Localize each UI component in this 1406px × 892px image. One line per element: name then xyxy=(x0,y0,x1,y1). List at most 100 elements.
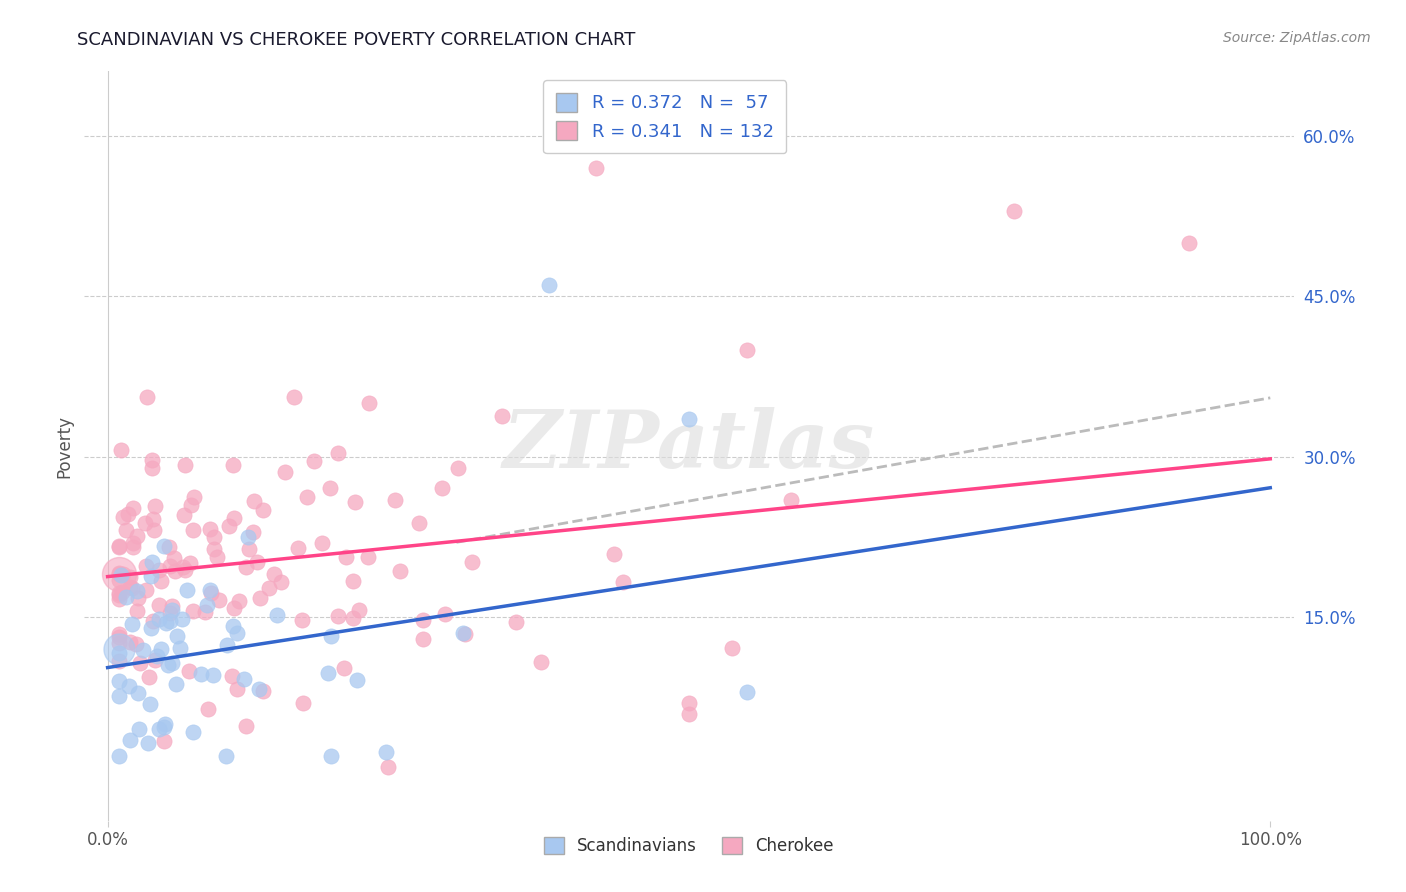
Point xyxy=(110,568,132,582)
Point xyxy=(1178,235,1201,250)
Point xyxy=(136,390,159,404)
Point xyxy=(160,657,183,671)
Point xyxy=(163,564,186,578)
Point xyxy=(205,549,228,564)
Point xyxy=(433,607,456,622)
Point xyxy=(326,446,349,460)
Point xyxy=(142,523,165,537)
Point xyxy=(122,535,145,549)
Point xyxy=(159,614,181,628)
Point xyxy=(159,559,181,574)
Point xyxy=(321,629,343,643)
Point xyxy=(202,542,225,557)
Point xyxy=(246,555,269,569)
Point xyxy=(603,547,626,561)
Point xyxy=(197,702,219,716)
Point xyxy=(780,493,803,508)
Point xyxy=(678,412,700,426)
Point xyxy=(172,559,194,574)
Point xyxy=(319,481,342,495)
Point xyxy=(125,583,148,598)
Point xyxy=(217,638,239,652)
Point xyxy=(110,443,132,458)
Point xyxy=(118,570,141,584)
Point xyxy=(678,706,700,721)
Point xyxy=(377,760,399,774)
Point xyxy=(238,541,260,556)
Point xyxy=(200,522,222,536)
Point xyxy=(108,646,131,660)
Point xyxy=(222,619,245,633)
Point xyxy=(108,654,131,668)
Point xyxy=(124,637,146,651)
Point xyxy=(143,499,166,513)
Point xyxy=(112,567,135,582)
Point xyxy=(735,343,758,357)
Point xyxy=(252,502,274,516)
Point xyxy=(108,567,131,582)
Point xyxy=(263,567,285,582)
Point xyxy=(117,508,139,522)
Point xyxy=(342,611,364,625)
Point xyxy=(274,465,297,479)
Point xyxy=(108,567,131,582)
Point xyxy=(222,458,245,472)
Point xyxy=(114,523,136,537)
Point xyxy=(139,698,162,712)
Point xyxy=(204,530,226,544)
Point xyxy=(735,685,758,699)
Point xyxy=(375,745,398,759)
Point xyxy=(128,722,150,736)
Point xyxy=(388,564,411,578)
Point xyxy=(155,615,177,630)
Point xyxy=(108,636,131,650)
Legend: Scandinavians, Cherokee: Scandinavians, Cherokee xyxy=(534,827,844,864)
Point xyxy=(131,643,153,657)
Y-axis label: Poverty: Poverty xyxy=(55,415,73,477)
Point xyxy=(177,664,200,678)
Point xyxy=(108,586,131,600)
Point xyxy=(461,554,484,568)
Point xyxy=(200,583,222,598)
Point xyxy=(612,575,634,590)
Point xyxy=(222,511,245,525)
Point xyxy=(146,649,169,664)
Point xyxy=(585,161,607,175)
Point xyxy=(292,696,315,710)
Point xyxy=(202,667,225,681)
Point xyxy=(141,453,163,467)
Point xyxy=(181,725,204,739)
Point xyxy=(222,601,245,615)
Point xyxy=(108,588,131,602)
Point xyxy=(118,733,141,747)
Point xyxy=(225,682,247,697)
Point xyxy=(194,605,217,619)
Point xyxy=(118,580,141,594)
Point xyxy=(136,736,159,750)
Point xyxy=(169,641,191,656)
Point xyxy=(121,581,143,595)
Point xyxy=(190,666,212,681)
Point xyxy=(412,613,434,627)
Point xyxy=(384,492,406,507)
Point xyxy=(148,722,170,736)
Point xyxy=(148,563,170,577)
Point xyxy=(319,749,342,764)
Point xyxy=(297,490,319,504)
Point xyxy=(180,499,202,513)
Point xyxy=(156,658,179,673)
Point xyxy=(200,585,222,599)
Point xyxy=(128,656,150,670)
Point xyxy=(181,523,204,537)
Point xyxy=(1004,203,1026,218)
Point xyxy=(311,536,333,550)
Point xyxy=(270,574,292,589)
Text: ZIPatlas: ZIPatlas xyxy=(503,408,875,484)
Point xyxy=(173,508,195,522)
Point xyxy=(451,626,474,640)
Point xyxy=(721,640,744,655)
Point xyxy=(160,599,183,613)
Point xyxy=(139,569,162,583)
Point xyxy=(122,500,145,515)
Point xyxy=(127,604,149,618)
